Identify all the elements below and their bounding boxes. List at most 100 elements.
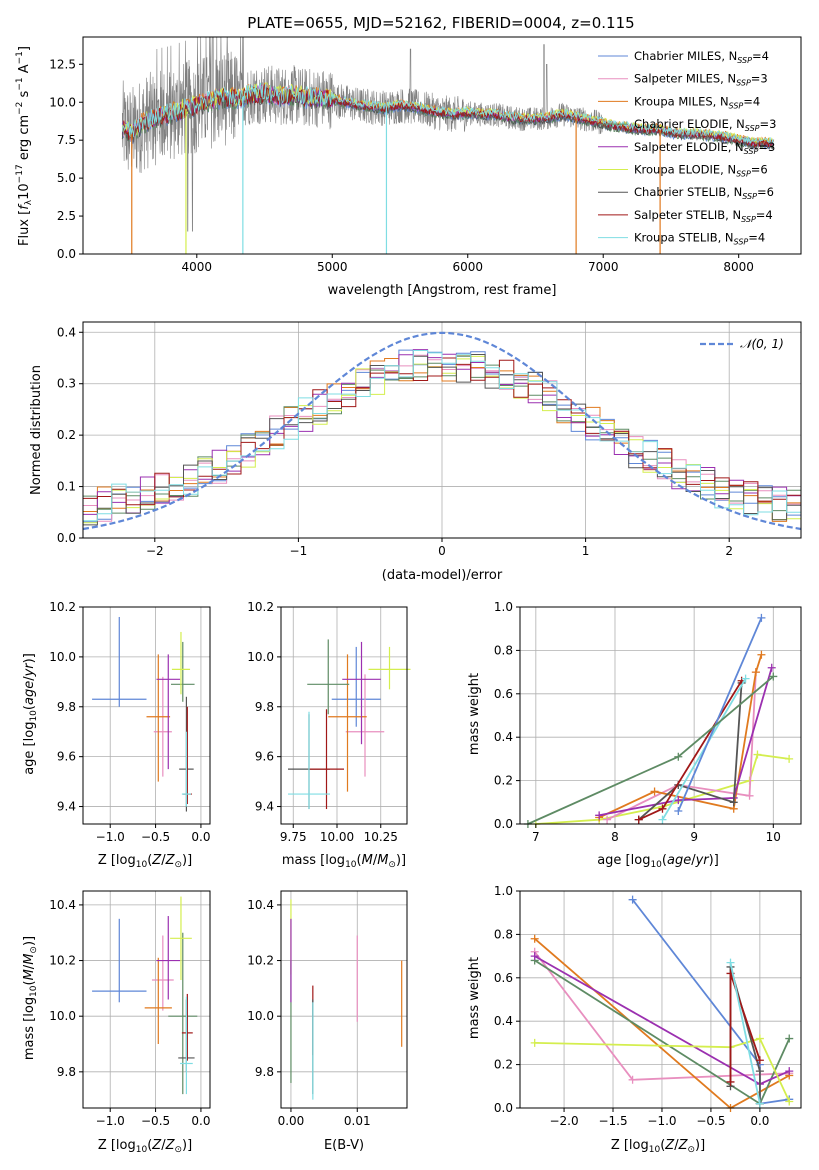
- legend-entry-sub: SSP: [736, 79, 751, 88]
- mw-z-xtick-label: −1.0: [647, 1114, 676, 1128]
- mw-age-point-marker: [745, 791, 754, 800]
- age-z-xtick-label: −1.0: [96, 830, 125, 844]
- residual-xtick-label: 0: [438, 544, 446, 558]
- age-mass-ytick-label: 10.0: [247, 650, 274, 664]
- spectrum-panel: 4000 5000 6000 7000 8000 0.0 2.5 5.0 7.5 10.0 12.5…: [15, 36, 802, 298]
- legend-entry: Salpeter STELIB, NSSP=4: [634, 208, 773, 224]
- spectrum-xtick-label: 6000: [452, 260, 483, 274]
- residual-ytick-label: 0.0: [57, 531, 76, 545]
- residual-xlabel: (data-model)/error: [382, 568, 503, 583]
- mw-age-point-marker: [757, 613, 766, 622]
- residual-steps: [83, 331, 801, 531]
- spectrum-ytick-label: 7.5: [57, 133, 76, 147]
- age-mass-ytick-label: 9.4: [255, 800, 274, 814]
- figure-title: PLATE=0655, MJD=52162, FIBERID=0004, z=0…: [247, 14, 634, 32]
- legend-entry-value: =4: [748, 231, 765, 245]
- mw-z-point-marker: [755, 1067, 764, 1076]
- mw-age-ytick-label: 0.2: [494, 774, 513, 788]
- mw-age-point-marker: [634, 815, 643, 824]
- mass-ebv-ytick-label: 10.4: [247, 898, 274, 912]
- mass-ebv-xtick-label: 0.01: [344, 1114, 371, 1128]
- mw-age-point-marker: [674, 796, 683, 805]
- age-mass-xtick-label: 10.00: [320, 830, 354, 844]
- residual-ytick-label: 0.2: [57, 428, 76, 442]
- spectrum-ytick-label: 2.5: [57, 209, 76, 223]
- legend-entry-name: Salpeter ELODIE, N: [634, 140, 744, 154]
- mw-z-series-line: [729, 962, 761, 1104]
- spectrum-ylabel: Flux [fλ10−17 erg cm−2 s−1 A−1]: [15, 46, 34, 246]
- spectrum-ytick-label: 0.0: [57, 247, 76, 261]
- mass-ebv-xlabel: E(B-V): [324, 1138, 364, 1153]
- residual-histogram: [83, 350, 801, 522]
- legend-entry: Chabrier MILES, NSSP=4: [634, 49, 769, 65]
- mw-z-xtick-label: 0.0: [750, 1114, 769, 1128]
- mw-age-point-marker: [757, 650, 766, 659]
- mw-age-point-marker: [769, 672, 778, 681]
- mw-z-xtick-label: −1.5: [598, 1114, 627, 1128]
- mw-age-point-marker: [751, 668, 760, 677]
- age-z-xtick-label: 0.0: [191, 830, 210, 844]
- mw-z-ytick-label: 0.0: [494, 1101, 513, 1115]
- mass-z-xtick-label: −1.0: [96, 1114, 125, 1128]
- model-spectrum-line: [121, 84, 774, 149]
- mass-ebv-ytick-label: 9.8: [255, 1065, 274, 1079]
- legend-entry-value: =3: [760, 117, 777, 131]
- legend-entry-sub: SSP: [737, 56, 752, 65]
- mw-z-ylabel: mass weight: [467, 957, 482, 1039]
- legend-entry-name: Salpeter MILES, N: [634, 72, 736, 86]
- legend-entry-sub: SSP: [741, 215, 756, 224]
- mass-ebv-ytick-label: 10.0: [247, 1009, 274, 1023]
- mass-ebv-frame: [280, 890, 408, 1109]
- residual-ylabel: Normed distribution: [29, 365, 44, 495]
- spectrum-xtick-label: 7000: [588, 260, 619, 274]
- gaussian-legend-label: 𝒩(0, 1): [740, 337, 784, 351]
- spectrum-ytick-label: 10.0: [49, 95, 76, 109]
- residual-xtick-label: −1: [290, 544, 308, 558]
- residual-panel: −2 −1 0 1 2 0.0 0.1 0.2 0.3 0.4 𝒩(0, 1) (data-mod…: [29, 321, 802, 583]
- age-z-frame: [82, 606, 211, 825]
- mw-age-xtick-label: 10: [766, 830, 781, 844]
- mw-z-series-line: [534, 1037, 791, 1102]
- mass-z-xtick-label: 0.0: [191, 1114, 210, 1128]
- mass-z-frame: [82, 890, 211, 1109]
- age-z-ytick-label: 10.2: [49, 600, 76, 614]
- mw-z-xtick-label: −0.5: [696, 1114, 725, 1128]
- legend-entry-sub: SSP: [729, 101, 744, 110]
- residual-xtick-label: −2: [146, 544, 164, 558]
- age-mass-xtick-label: 9.75: [280, 830, 307, 844]
- mw-z-ytick-label: 0.4: [494, 1014, 513, 1028]
- mw-age-ytick-label: 0.8: [494, 643, 513, 657]
- legend-entry: Kroupa MILES, NSSP=4: [634, 94, 760, 110]
- mass-z-ytick-label: 10.0: [49, 1009, 76, 1023]
- mw-age-xtick-label: 8: [611, 830, 619, 844]
- mw-age-point-marker: [753, 750, 762, 759]
- mw-age-series-line: [599, 667, 773, 817]
- mw-age-series-line: [598, 654, 763, 819]
- mass-vs-EBV-panel: 0.00 0.01 9.8 10.0 10.2 10.4: [247, 890, 408, 1128]
- legend-entry-sub: SSP: [736, 170, 751, 179]
- mw-z-point-marker: [628, 895, 637, 904]
- mw-z-point-marker: [785, 1067, 794, 1076]
- mass-z-ytick-label: 10.4: [49, 898, 76, 912]
- spectrum-xtick-label: 4000: [182, 260, 213, 274]
- legend-entry-value: =6: [757, 185, 774, 199]
- mw-z-point-marker: [785, 1097, 794, 1106]
- mw-z-point-marker: [726, 958, 735, 967]
- mw-z-xlabel: Z [log10(Z/Z⊙)]: [611, 1138, 705, 1155]
- legend-entry: Chabrier STELIB, NSSP=6: [634, 185, 774, 201]
- legend-entry-name: Salpeter STELIB, N: [634, 208, 741, 222]
- spectrum-ytick-label: 12.5: [49, 57, 76, 71]
- legend-entry: Kroupa ELODIE, NSSP=6: [634, 163, 768, 179]
- age-z-ytick-label: 9.4: [57, 800, 76, 814]
- legend-entry-sub: SSP: [745, 124, 760, 133]
- mw-age-xtick-label: 7: [532, 830, 540, 844]
- age-z-xlabel: Z [log10(Z/Z⊙)]: [98, 853, 192, 870]
- mass-z-ytick-label: 10.2: [49, 954, 76, 968]
- spectrum-xtick-label: 8000: [723, 260, 754, 274]
- age-vs-mass-panel: 9.75 10.00 10.25 9.4 9.6 9.8 10.0 10.2: [247, 600, 411, 844]
- legend-entry-value: =4: [743, 94, 760, 108]
- mw-age-point-marker: [785, 754, 794, 763]
- legend-entry: Chabrier ELODIE, NSSP=3: [634, 117, 776, 133]
